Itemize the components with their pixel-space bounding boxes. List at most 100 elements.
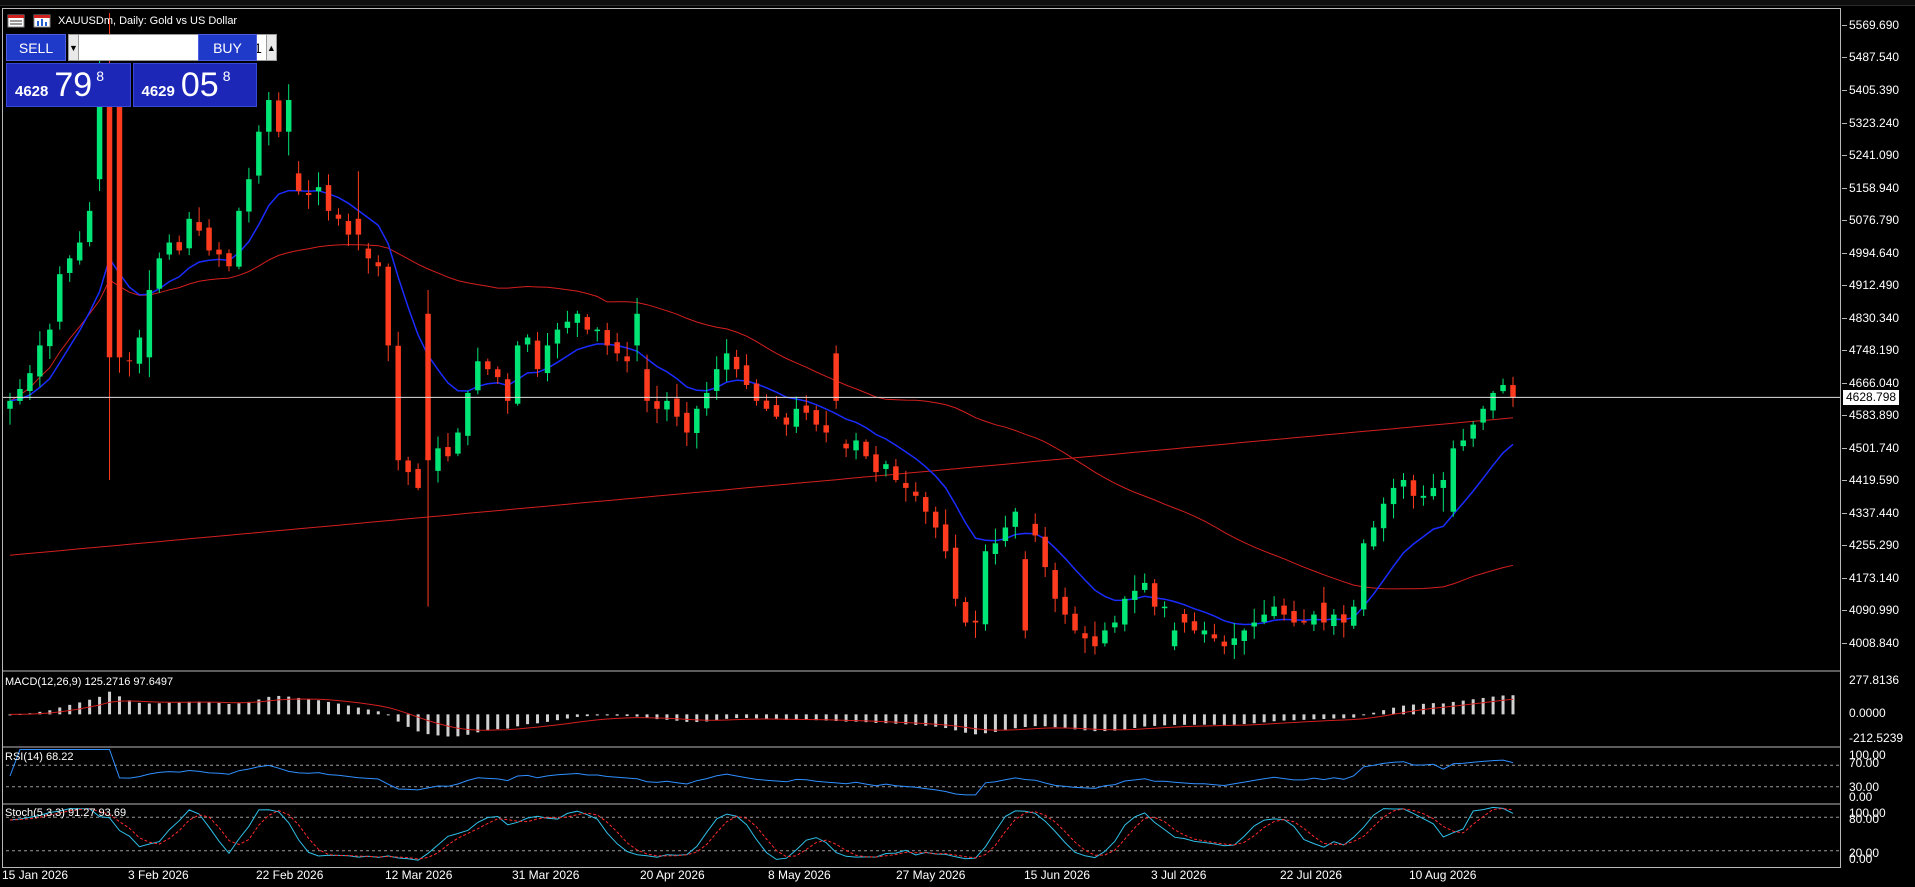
bull-candle xyxy=(1331,614,1337,627)
bull-candle xyxy=(1470,424,1476,439)
bull-candle xyxy=(236,210,242,267)
price-axis-tick xyxy=(1842,415,1847,417)
macd-histogram-bar xyxy=(436,714,440,736)
current-price-tag: 4628.798 xyxy=(1843,390,1900,406)
bear-candle xyxy=(385,266,391,346)
chart-list-icon[interactable] xyxy=(6,14,26,28)
bull-candle xyxy=(465,392,471,436)
bull-candle xyxy=(564,321,571,328)
bid-price-button[interactable]: 4628 79 8 xyxy=(6,63,131,107)
bid-price-pips: 79 xyxy=(54,66,93,104)
macd-histogram-bar xyxy=(127,700,131,715)
bull-candle xyxy=(1241,630,1247,641)
macd-histogram-bar xyxy=(466,714,470,735)
ma-50-line xyxy=(9,244,1514,590)
bear-candle xyxy=(1092,636,1098,647)
macd-histogram-bar xyxy=(536,714,540,724)
bear-candle xyxy=(425,313,431,461)
chart-window-icon[interactable] xyxy=(32,14,52,28)
volume-decrease-button[interactable]: ▼ xyxy=(68,34,79,61)
macd-histogram-bar xyxy=(1362,714,1366,716)
price-axis-label: 4419.590 xyxy=(1849,473,1900,488)
bear-candle xyxy=(375,262,382,267)
price-axis-tick xyxy=(1842,89,1847,91)
bull-candle xyxy=(1370,527,1377,547)
price-axis-tick xyxy=(1842,447,1847,449)
bull-candle xyxy=(1450,448,1457,512)
time-axis-label: 8 May 2026 xyxy=(768,868,831,882)
bull-candle xyxy=(1500,385,1506,392)
bear-candle xyxy=(1301,621,1307,623)
macd-histogram-bar xyxy=(1372,712,1376,715)
bear-candle xyxy=(674,398,680,417)
bull-candle xyxy=(1012,511,1019,527)
macd-histogram-bar xyxy=(1411,704,1415,715)
macd-histogram-bar xyxy=(1252,714,1256,724)
bear-candle xyxy=(644,369,650,401)
macd-histogram-bar xyxy=(1202,714,1206,725)
macd-histogram-bar xyxy=(446,714,450,737)
bull-candle xyxy=(1420,495,1427,498)
time-axis-label: 22 Jul 2026 xyxy=(1280,868,1343,882)
rsi-label: RSI(14) 68.22 xyxy=(5,751,74,763)
bear-candle xyxy=(783,417,790,425)
macd-signal-line xyxy=(9,698,1514,731)
bull-candle xyxy=(544,345,551,374)
volume-increase-button[interactable]: ▲ xyxy=(265,34,277,61)
macd-histogram-bar xyxy=(257,699,261,715)
price-axis-tick xyxy=(1842,317,1847,319)
rsi-axis-30: 30.00 xyxy=(1849,780,1880,794)
macd-histogram-bar xyxy=(1093,714,1097,732)
bear-candle xyxy=(684,412,690,433)
macd-histogram-bar xyxy=(735,714,739,719)
bear-candle xyxy=(624,356,630,362)
macd-histogram-bar xyxy=(924,714,928,726)
bear-candle xyxy=(893,466,899,481)
ask-price-button[interactable]: 4629 05 8 xyxy=(132,63,257,107)
price-axis-tick xyxy=(1842,24,1847,26)
macd-histogram-bar xyxy=(934,714,938,727)
bear-candle xyxy=(942,524,949,552)
macd-histogram-bar xyxy=(545,714,549,722)
bear-candle xyxy=(873,454,879,473)
macd-histogram-bar xyxy=(725,714,729,719)
price-axis-tick xyxy=(1842,577,1847,579)
bear-candle xyxy=(1191,621,1198,631)
bull-candle xyxy=(992,543,999,554)
macd-histogram-bar xyxy=(1133,714,1137,728)
macd-histogram-bar xyxy=(108,691,112,715)
macd-histogram-bar xyxy=(1262,714,1266,723)
macd-axis-zero: 0.0000 xyxy=(1849,706,1886,720)
macd-histogram-bar xyxy=(396,714,400,722)
macd-histogram-bar xyxy=(1302,714,1306,720)
bear-candle xyxy=(405,460,411,473)
macd-histogram-bar xyxy=(526,714,530,725)
macd-histogram-bar xyxy=(615,714,619,716)
chevron-down-icon: ▼ xyxy=(69,42,78,53)
bull-candle xyxy=(37,345,43,377)
sell-button[interactable]: SELL xyxy=(6,34,66,61)
macd-axis-min: -212.5239 xyxy=(1849,731,1904,745)
macd-histogram-bar xyxy=(1322,714,1326,719)
time-axis-label: 15 Jun 2026 xyxy=(1024,868,1091,882)
bull-candle xyxy=(1460,440,1466,447)
bull-candle xyxy=(47,329,53,347)
macd-histogram-bar xyxy=(58,707,62,715)
macd-histogram-bar xyxy=(1501,695,1505,715)
bear-candle xyxy=(1022,559,1029,631)
macd-histogram-bar xyxy=(715,714,719,721)
bull-candle xyxy=(704,392,710,409)
buy-button[interactable]: BUY xyxy=(198,34,257,61)
time-axis-label: 10 Aug 2026 xyxy=(1409,868,1477,882)
macd-histogram-bar xyxy=(794,714,798,720)
macd-histogram-bar xyxy=(247,701,251,715)
macd-histogram-bar xyxy=(137,702,141,715)
bull-candle xyxy=(554,329,561,344)
price-axis-label: 4501.740 xyxy=(1849,440,1900,455)
bear-candle xyxy=(1151,583,1158,607)
macd-histogram-bar xyxy=(8,714,12,716)
bear-candle xyxy=(1211,634,1218,639)
macd-histogram-bar xyxy=(804,714,808,720)
